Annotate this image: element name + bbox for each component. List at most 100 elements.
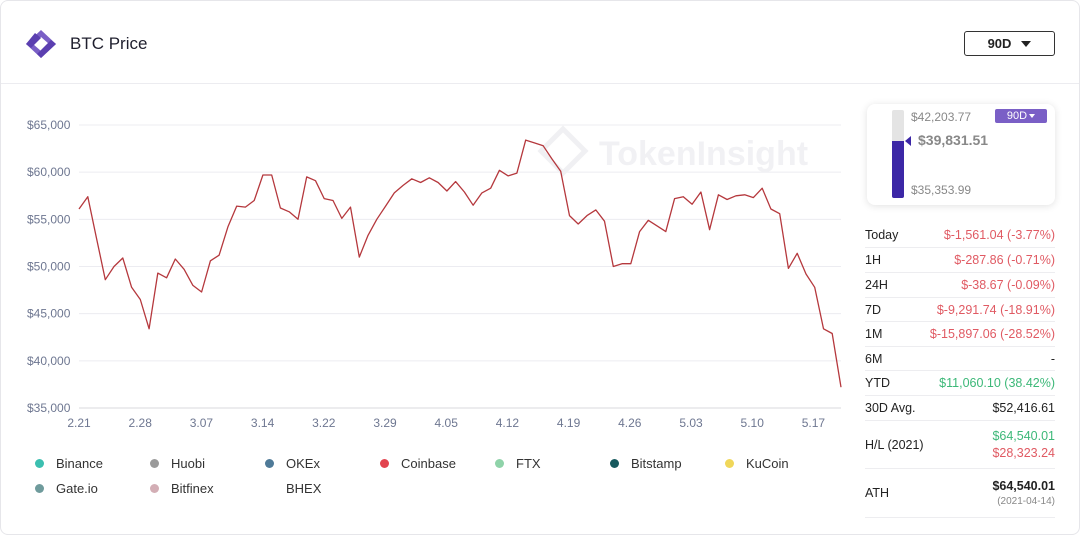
x-tick-label: 4.26 [618, 416, 642, 430]
y-tick-label: $55,000 [27, 212, 71, 226]
stat-label: 24H [865, 278, 888, 292]
current-price: $39,831.51 [918, 132, 989, 148]
x-tick-label: 3.29 [373, 416, 397, 430]
legend-dot [495, 459, 504, 468]
legend-item-coinbase[interactable]: Coinbase [380, 456, 456, 471]
stat-row-6m: 6M - [865, 347, 1055, 371]
legend-label: Coinbase [401, 456, 456, 471]
high-low-values: $64,540.01 $28,323.24 [992, 428, 1055, 462]
price-series-line [78, 139, 842, 388]
panel-range-select[interactable]: 90D [995, 109, 1047, 123]
stat-row-24h: 24H $-38.67 (-0.09%) [865, 273, 1055, 298]
stat-row-1h: 1H $-287.86 (-0.71%) [865, 248, 1055, 273]
watermark-logo-icon [537, 125, 589, 177]
range-select-value: 90D [987, 36, 1012, 51]
stat-label: 30D Avg. [865, 401, 916, 415]
legend-dot [610, 459, 619, 468]
stat-label: 7D [865, 302, 881, 317]
stat-value: $-38.67 (-0.09%) [961, 278, 1055, 292]
stat-value: $11,060.10 (38.42%) [939, 376, 1055, 390]
stat-high-value: $64,540.01 [992, 428, 1055, 443]
legend-dot [150, 459, 159, 468]
legend-dot [150, 484, 159, 493]
panel-range-value: 90D [1006, 110, 1028, 122]
legend-dot [35, 459, 44, 468]
legend-label: KuCoin [746, 456, 789, 471]
legend-item-okex[interactable]: OKEx [265, 456, 320, 471]
stat-value: $-15,897.06 (-28.52%) [929, 327, 1055, 341]
page-title: BTC Price [70, 34, 148, 53]
price-gauge [892, 110, 904, 198]
y-tick-label: $35,000 [27, 401, 71, 415]
legend-item-bhex[interactable]: BHEX [265, 481, 321, 496]
legend-dot [265, 484, 274, 493]
stat-label: ATH [865, 486, 890, 500]
legend-item-binance[interactable]: Binance [35, 456, 103, 471]
stat-value: - [1050, 351, 1055, 366]
legend-label: FTX [516, 456, 541, 471]
chevron-down-icon [1021, 40, 1032, 47]
ath-value: $64,540.01 [992, 479, 1055, 493]
card-header: BTC Price 90D [1, 1, 1079, 84]
stat-label: Today [865, 228, 899, 242]
legend-dot [35, 484, 44, 493]
x-tick-label: 2.21 [67, 416, 91, 430]
y-tick-label: $40,000 [27, 354, 71, 368]
stat-row-7d: 7D $-9,291.74 (-18.91%) [865, 298, 1055, 322]
x-tick-label: 3.14 [251, 416, 275, 430]
legend-label: Bitfinex [171, 481, 214, 496]
stat-row-ytd: YTD $11,060.10 (38.42%) [865, 371, 1055, 396]
stat-value: $52,416.61 [992, 401, 1055, 415]
stat-row-1m: 1M $-15,897.06 (-28.52%) [865, 322, 1055, 347]
stat-value: $-1,561.04 (-3.77%) [943, 228, 1055, 242]
legend-item-kucoin[interactable]: KuCoin [725, 456, 789, 471]
stat-row-30d-avg: 30D Avg. $52,416.61 [865, 396, 1055, 421]
legend-dot [265, 459, 274, 468]
price-gauge-fill [892, 140, 904, 198]
stat-row-today: Today $-1,561.04 (-3.77%) [865, 223, 1055, 248]
range-high-price: $42,203.77 [911, 110, 972, 124]
legend-label: Gate.io [56, 481, 98, 496]
chevron-down-icon [1029, 114, 1036, 118]
legend-dot [725, 459, 734, 468]
legend-label: OKEx [286, 456, 320, 471]
legend-label: Binance [56, 456, 103, 471]
stat-row-high-low: H/L (2021) $64,540.01 $28,323.24 [865, 421, 1055, 469]
x-tick-label: 2.28 [129, 416, 153, 430]
legend-label: BHEX [286, 481, 322, 496]
stat-label: 1M [865, 327, 883, 341]
watermark-text: TokenInsight [599, 135, 808, 173]
stat-low-value: $28,323.24 [992, 445, 1055, 460]
stat-value: $-287.86 (-0.71%) [954, 253, 1055, 267]
x-tick-label: 3.07 [190, 416, 214, 430]
tokeninsight-logo-icon [26, 30, 56, 58]
x-tick-label: 4.12 [496, 416, 520, 430]
legend-dot [380, 459, 389, 468]
legend-item-bitfinex[interactable]: Bitfinex [150, 481, 214, 496]
y-tick-label: $65,000 [27, 118, 71, 132]
stat-value: $-9,291.74 (-18.91%) [936, 302, 1055, 317]
stat-label: 6M [865, 351, 883, 366]
stat-label: H/L (2021) [865, 437, 924, 452]
x-tick-label: 5.03 [679, 416, 703, 430]
price-chart: $35,000 $40,000 $45,000 $50,000 $55,000 $60,0… [27, 118, 842, 430]
legend-item-ftx[interactable]: FTX [495, 456, 541, 471]
price-range-panel: $42,203.77 $39,831.51 $35,353.99 90D [867, 104, 1055, 205]
x-tick-label: 5.10 [741, 416, 765, 430]
stat-label: 1H [865, 253, 881, 267]
legend-item-bitstamp[interactable]: Bitstamp [610, 456, 682, 471]
ath-values: $64,540.01 (2021-04-14) [992, 479, 1055, 507]
stat-label: YTD [865, 376, 890, 390]
legend-item-huobi[interactable]: Huobi [150, 456, 205, 471]
x-tick-label: 4.19 [557, 416, 581, 430]
x-tick-label: 5.17 [802, 416, 826, 430]
x-tick-label: 3.22 [312, 416, 336, 430]
legend-item-gateio[interactable]: Gate.io [35, 481, 98, 496]
y-tick-label: $50,000 [27, 260, 71, 274]
range-select[interactable]: 90D [964, 31, 1055, 56]
x-tick-label: 4.05 [435, 416, 459, 430]
stat-row-ath: ATH $64,540.01 (2021-04-14) [865, 469, 1055, 518]
range-low-price: $35,353.99 [911, 183, 972, 197]
y-tick-label: $45,000 [27, 307, 71, 321]
